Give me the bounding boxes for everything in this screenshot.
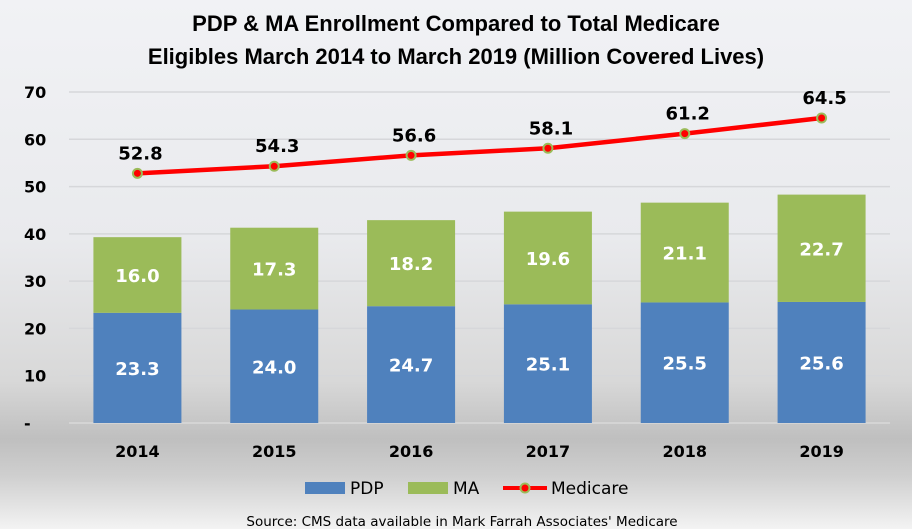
bar-label-ma: 21.1 [663, 244, 707, 265]
medicare-data-label: 52.8 [118, 143, 162, 164]
bar-label-pdp: 25.6 [799, 353, 843, 374]
y-tick-label: 30 [24, 272, 46, 291]
legend-label-ma: MA [453, 479, 480, 499]
bars: 23.3 16.0 24.0 17.3 24.7 18.2 25.1 19.6 25.5 21.1… [93, 194, 866, 423]
bar-pdp [230, 309, 319, 423]
medicare-marker [542, 142, 554, 154]
medicare-data-label: 54.3 [255, 136, 299, 157]
y-tick-label: 70 [24, 83, 46, 102]
medicare-line-series: 52.8 54.3 56.6 58.1 61.2 64.5 [118, 88, 847, 179]
legend-swatch-pdp [305, 482, 345, 494]
y-tick-label: 50 [24, 178, 46, 197]
gridlines [69, 91, 890, 424]
x-tick-label: 2017 [526, 442, 571, 461]
x-tick-label: 2018 [662, 442, 707, 461]
x-tick-label: 2019 [799, 442, 844, 461]
bar-label-pdp: 24.0 [252, 357, 296, 378]
bar-ma [93, 237, 182, 313]
source-note: Source: CMS data available in Mark Farra… [246, 514, 677, 529]
bar-ma [503, 211, 592, 305]
y-tick-label: 20 [24, 319, 46, 338]
chart-title: PDP & MA Enrollment Compared to Total Me… [148, 11, 764, 69]
y-tick-label: 60 [24, 130, 46, 149]
legend: PDP MA Medicare [305, 479, 628, 499]
legend-swatch-ma [408, 482, 448, 494]
x-tick-label: 2015 [252, 442, 297, 461]
medicare-marker [268, 160, 280, 172]
bar-ma [367, 220, 456, 307]
bar-label-ma: 22.7 [799, 239, 843, 260]
bar-pdp [777, 301, 866, 423]
bar-label-ma: 16.0 [115, 266, 159, 287]
bar-label-pdp: 25.5 [663, 354, 707, 375]
bar-ma [777, 194, 866, 302]
bar-ma [640, 202, 729, 303]
x-tick-label: 2016 [389, 442, 434, 461]
medicare-data-label: 61.2 [666, 104, 710, 125]
medicare-marker [405, 149, 417, 161]
y-tick-label: 10 [24, 367, 46, 386]
y-axis: - 10 20 30 40 50 60 70 [24, 83, 46, 433]
y-tick-label: 40 [24, 225, 46, 244]
bar-label-ma: 18.2 [389, 254, 433, 275]
legend-swatch-medicare-marker [519, 482, 531, 494]
bar-ma [230, 227, 319, 310]
medicare-marker [131, 167, 143, 179]
legend-label-medicare: Medicare [551, 479, 628, 499]
bar-label-ma: 17.3 [252, 260, 296, 281]
bar-pdp [640, 302, 729, 423]
bar-label-pdp: 24.7 [389, 356, 433, 377]
medicare-marker [679, 128, 691, 140]
bar-label-pdp: 25.1 [526, 355, 570, 376]
medicare-line [135, 115, 824, 176]
bar-pdp [367, 306, 456, 423]
y-tick-label: - [24, 414, 31, 433]
legend-label-pdp: PDP [350, 479, 384, 499]
bar-label-ma: 19.6 [526, 249, 570, 270]
medicare-data-label: 56.6 [392, 125, 436, 146]
medicare-marker [816, 112, 828, 124]
bar-pdp [93, 312, 182, 423]
bar-label-pdp: 23.3 [115, 359, 159, 380]
chart-title-line-2: Eligibles March 2014 to March 2019 (Mill… [148, 44, 764, 69]
medicare-data-label: 64.5 [802, 88, 846, 109]
x-tick-label: 2014 [115, 442, 160, 461]
medicare-data-label: 58.1 [529, 118, 573, 139]
x-axis: 2014 2015 2016 2017 2018 2019 [115, 442, 844, 461]
chart-title-line-1: PDP & MA Enrollment Compared to Total Me… [192, 11, 720, 36]
bar-pdp [503, 304, 592, 423]
